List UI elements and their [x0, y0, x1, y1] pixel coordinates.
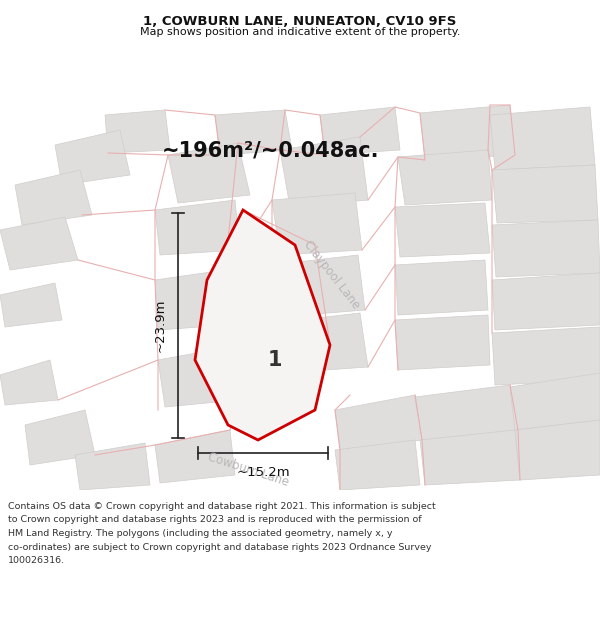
Polygon shape [335, 440, 420, 490]
Text: 1: 1 [268, 350, 282, 370]
Polygon shape [15, 170, 92, 225]
Polygon shape [0, 360, 58, 405]
Polygon shape [492, 273, 600, 330]
Text: Contains OS data © Crown copyright and database right 2021. This information is : Contains OS data © Crown copyright and d… [8, 502, 436, 511]
Polygon shape [272, 255, 365, 317]
Polygon shape [275, 313, 368, 373]
Polygon shape [320, 107, 400, 155]
Polygon shape [168, 143, 250, 203]
Polygon shape [0, 217, 78, 270]
Polygon shape [492, 327, 600, 385]
Polygon shape [272, 193, 362, 255]
Polygon shape [510, 373, 600, 430]
Text: ~15.2m: ~15.2m [236, 466, 290, 479]
Polygon shape [395, 315, 490, 370]
Polygon shape [280, 137, 368, 207]
Polygon shape [155, 430, 235, 483]
Polygon shape [155, 200, 240, 255]
Text: co-ordinates) are subject to Crown copyright and database rights 2023 Ordnance S: co-ordinates) are subject to Crown copyr… [8, 542, 431, 551]
Text: 100026316.: 100026316. [8, 556, 65, 565]
Polygon shape [0, 283, 62, 327]
Text: Claypool Lane: Claypool Lane [301, 238, 363, 312]
Polygon shape [515, 420, 600, 480]
Polygon shape [105, 110, 170, 153]
Text: 1, COWBURN LANE, NUNEATON, CV10 9FS: 1, COWBURN LANE, NUNEATON, CV10 9FS [143, 16, 457, 28]
Text: ~196m²/~0.048ac.: ~196m²/~0.048ac. [161, 140, 379, 160]
Polygon shape [335, 395, 422, 450]
Polygon shape [215, 110, 292, 155]
Polygon shape [398, 150, 492, 205]
Polygon shape [25, 410, 95, 465]
Text: HM Land Registry. The polygons (including the associated geometry, namely x, y: HM Land Registry. The polygons (includin… [8, 529, 392, 538]
Polygon shape [75, 443, 150, 490]
Polygon shape [420, 430, 520, 485]
Text: to Crown copyright and database rights 2023 and is reproduced with the permissio: to Crown copyright and database rights 2… [8, 516, 422, 524]
Polygon shape [490, 107, 595, 170]
Text: ~23.9m: ~23.9m [154, 299, 167, 352]
Polygon shape [492, 220, 600, 277]
Polygon shape [155, 270, 228, 330]
Polygon shape [395, 260, 488, 315]
Polygon shape [195, 210, 330, 440]
Polygon shape [415, 385, 518, 440]
Polygon shape [55, 130, 130, 185]
Text: Map shows position and indicative extent of the property.: Map shows position and indicative extent… [140, 28, 460, 38]
Text: Cowburn Lane: Cowburn Lane [206, 451, 290, 489]
Polygon shape [158, 347, 238, 407]
Polygon shape [420, 105, 515, 160]
Polygon shape [492, 165, 598, 223]
Polygon shape [395, 203, 490, 257]
